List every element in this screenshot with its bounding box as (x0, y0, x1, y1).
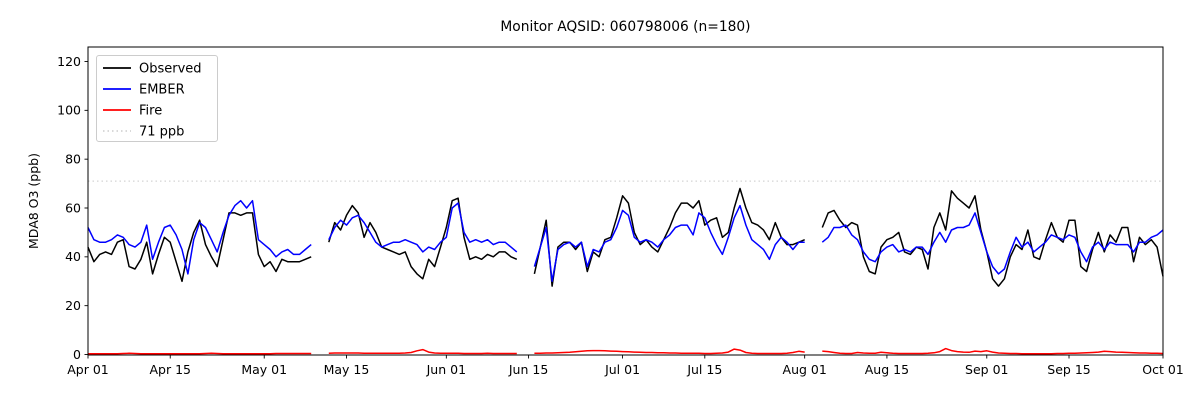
axes-spines (87, 46, 1164, 356)
x-tick-label: May 01 (241, 362, 287, 377)
legend-label-fire: Fire (139, 104, 162, 119)
y-tick-label: 60 (65, 200, 81, 215)
y-tick-label: 40 (65, 249, 81, 264)
y-tick-label: 120 (57, 54, 81, 69)
x-tick-label: Apr 15 (149, 362, 191, 377)
y-tick-label: 20 (65, 298, 81, 313)
y-tick-label: 0 (73, 347, 81, 362)
chart-title: Monitor AQSID: 060798006 (n=180) (500, 19, 750, 35)
x-tick-label: Jul 01 (604, 362, 640, 377)
legend-label-71-ppb: 71 ppb (139, 125, 184, 140)
y-axis-title: MDA8 O3 (ppb) (26, 153, 41, 249)
x-tick-label: Aug 01 (783, 362, 827, 377)
series-line-ember (87, 199, 1164, 283)
y-tick-label: 100 (57, 103, 81, 118)
x-tick-label: Apr 01 (67, 362, 109, 377)
plot-area: 0 20 40 60 80 100 120 Apr 01 Apr 15 May 01 May 15 J… (57, 46, 1184, 377)
x-tick-label: Sep 01 (965, 362, 1008, 377)
x-tick-label: Aug 15 (865, 362, 909, 377)
legend-label-observed: Observed (139, 62, 202, 77)
series-line-observed (87, 187, 1164, 287)
series-line-fire (88, 347, 1164, 355)
legend-label-ember: EMBER (139, 83, 185, 98)
x-tick-label: May 15 (324, 362, 370, 377)
x-tick-label: Oct 01 (1142, 362, 1184, 377)
x-tick-label: Jul 15 (686, 362, 722, 377)
x-tick-label: Jun 15 (508, 362, 548, 377)
x-tick-label: Sep 15 (1047, 362, 1090, 377)
legend-box (96, 55, 218, 142)
x-tick-label: Jun 01 (426, 362, 466, 377)
y-tick-label: 80 (65, 151, 81, 166)
